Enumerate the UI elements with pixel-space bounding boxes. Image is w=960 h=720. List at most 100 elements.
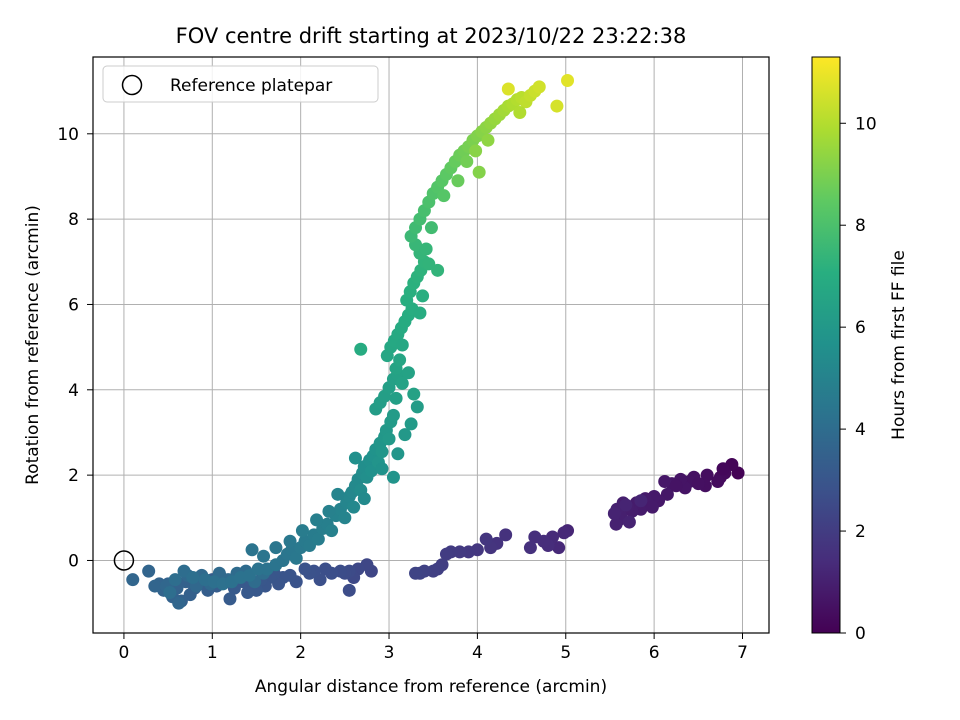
- data-point: [413, 306, 427, 320]
- data-point: [622, 515, 636, 529]
- data-point: [298, 562, 312, 576]
- data-point: [460, 155, 474, 169]
- data-point: [386, 408, 400, 422]
- data-point: [168, 573, 182, 587]
- data-point: [419, 242, 433, 256]
- data-point: [619, 498, 633, 512]
- data-point: [395, 376, 409, 390]
- y-tick-label: 0: [68, 551, 79, 571]
- data-point: [523, 541, 537, 555]
- reference-platepar-marker: [113, 550, 135, 571]
- data-point: [513, 105, 527, 119]
- data-point: [393, 353, 407, 367]
- data-point: [439, 547, 453, 561]
- colorbar-tick-label: 0: [855, 624, 866, 644]
- scatter-points: [126, 73, 745, 610]
- data-point: [410, 400, 424, 414]
- grid-lines: [93, 57, 769, 633]
- data-point: [241, 585, 255, 599]
- data-point: [348, 451, 362, 465]
- data-point: [561, 73, 575, 87]
- colorbar-tick-label: 6: [855, 318, 866, 338]
- data-point: [331, 487, 345, 501]
- data-point: [437, 189, 451, 203]
- data-point: [479, 532, 493, 546]
- data-point: [342, 583, 356, 597]
- data-point: [552, 541, 566, 555]
- data-point: [499, 528, 513, 542]
- data-point: [142, 564, 156, 578]
- data-point: [472, 165, 486, 179]
- data-point: [257, 549, 271, 563]
- data-point: [395, 338, 409, 352]
- data-point: [186, 571, 200, 585]
- legend: Reference platepar: [102, 65, 379, 103]
- x-tick-label: 5: [560, 643, 571, 663]
- data-point: [404, 417, 418, 431]
- x-tick-label: 4: [472, 643, 483, 663]
- data-point: [364, 464, 378, 478]
- data-point: [401, 366, 415, 380]
- y-tick-label: 6: [68, 295, 79, 315]
- data-point: [609, 517, 623, 531]
- data-point: [391, 447, 405, 461]
- y-axis-ticks: 0 2 4 6 8 10: [57, 125, 93, 571]
- colorbar-tick-label: 4: [855, 420, 866, 440]
- x-axis-ticks: 0 1 2 3 4 5 6 7: [119, 633, 748, 663]
- legend-label: Reference platepar: [170, 76, 332, 96]
- y-tick-label: 4: [68, 381, 79, 401]
- colorbar-tick-label: 2: [855, 522, 866, 542]
- data-point: [634, 494, 648, 508]
- data-point: [481, 133, 495, 147]
- data-point: [607, 507, 621, 521]
- y-tick-label: 2: [68, 466, 79, 486]
- data-point: [422, 257, 436, 271]
- data-point: [416, 289, 430, 303]
- data-point: [645, 500, 659, 514]
- colorbar-tick-label: 10: [855, 114, 877, 134]
- y-tick-label: 8: [68, 210, 79, 230]
- data-point: [375, 462, 389, 476]
- x-tick-label: 2: [295, 643, 306, 663]
- data-point: [669, 479, 683, 493]
- data-point: [325, 524, 339, 538]
- colorbar: [811, 56, 841, 634]
- x-tick-label: 6: [649, 643, 660, 663]
- plot-frame: [92, 56, 770, 634]
- data-point: [700, 468, 714, 482]
- data-point: [557, 526, 571, 540]
- data-point: [148, 579, 162, 593]
- y-tick-label: 10: [57, 125, 79, 145]
- x-tick-label: 3: [384, 643, 395, 663]
- x-tick-label: 1: [207, 643, 218, 663]
- data-point: [283, 534, 297, 548]
- data-point: [269, 541, 283, 555]
- data-point: [357, 492, 371, 506]
- data-point: [295, 524, 309, 538]
- colorbar-tick-label: 8: [855, 216, 866, 236]
- x-axis-label: Angular distance from reference (arcmin): [255, 677, 607, 697]
- data-point: [398, 428, 412, 442]
- data-point: [532, 80, 546, 94]
- data-point: [711, 475, 725, 489]
- data-point: [223, 592, 237, 606]
- data-point: [311, 532, 325, 546]
- legend-box: [102, 65, 379, 103]
- data-point: [469, 144, 483, 158]
- data-point: [691, 477, 705, 491]
- data-point: [310, 513, 324, 527]
- data-point: [318, 562, 332, 576]
- data-point: [245, 543, 259, 557]
- data-point: [354, 342, 368, 356]
- colorbar-label: Hours from first FF file: [889, 250, 909, 440]
- data-point: [409, 566, 423, 580]
- data-point: [163, 585, 177, 599]
- chart-title: FOV centre drift starting at 2023/10/22 …: [176, 24, 687, 48]
- data-point: [322, 504, 336, 518]
- y-axis-label: Rotation from reference (arcmin): [23, 205, 43, 485]
- data-point: [172, 596, 186, 610]
- data-point: [716, 462, 730, 476]
- data-point: [382, 432, 396, 446]
- data-point: [501, 82, 515, 96]
